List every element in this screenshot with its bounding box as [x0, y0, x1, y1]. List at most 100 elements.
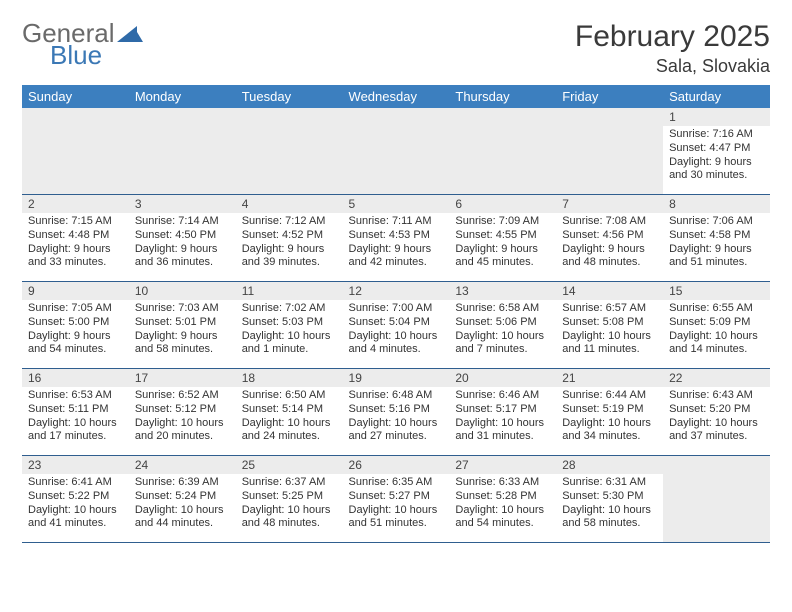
day-number: 14	[556, 282, 663, 300]
weekday-header: Thursday	[449, 85, 556, 108]
day-number: 20	[449, 369, 556, 387]
calendar-cell: 11Sunrise: 7:02 AMSunset: 5:03 PMDayligh…	[236, 282, 343, 369]
daylight-text: Daylight: 10 hours and 48 minutes.	[242, 504, 337, 532]
sunset-text: Sunset: 5:09 PM	[669, 316, 764, 330]
weekday-header: Tuesday	[236, 85, 343, 108]
day-details: Sunrise: 7:06 AMSunset: 4:58 PMDaylight:…	[663, 213, 770, 274]
calendar-cell	[129, 108, 236, 195]
calendar-cell: 27Sunrise: 6:33 AMSunset: 5:28 PMDayligh…	[449, 456, 556, 543]
day-number: 2	[22, 195, 129, 213]
daylight-text: Daylight: 10 hours and 51 minutes.	[349, 504, 444, 532]
sunset-text: Sunset: 5:25 PM	[242, 490, 337, 504]
title-block: February 2025 Sala, Slovakia	[575, 20, 770, 77]
sunset-text: Sunset: 4:47 PM	[669, 142, 764, 156]
day-number: 7	[556, 195, 663, 213]
day-number: 26	[343, 456, 450, 474]
day-details: Sunrise: 7:00 AMSunset: 5:04 PMDaylight:…	[343, 300, 450, 361]
calendar-cell	[22, 108, 129, 195]
weekday-header: Wednesday	[343, 85, 450, 108]
sunset-text: Sunset: 5:01 PM	[135, 316, 230, 330]
weekday-header: Monday	[129, 85, 236, 108]
sunrise-text: Sunrise: 7:02 AM	[242, 302, 337, 316]
weekday-header: Saturday	[663, 85, 770, 108]
sunrise-text: Sunrise: 6:52 AM	[135, 389, 230, 403]
sunrise-text: Sunrise: 6:58 AM	[455, 302, 550, 316]
calendar-cell: 17Sunrise: 6:52 AMSunset: 5:12 PMDayligh…	[129, 369, 236, 456]
calendar-cell: 20Sunrise: 6:46 AMSunset: 5:17 PMDayligh…	[449, 369, 556, 456]
day-number: 8	[663, 195, 770, 213]
sunset-text: Sunset: 5:24 PM	[135, 490, 230, 504]
day-number: 6	[449, 195, 556, 213]
calendar-cell: 22Sunrise: 6:43 AMSunset: 5:20 PMDayligh…	[663, 369, 770, 456]
sunrise-text: Sunrise: 6:44 AM	[562, 389, 657, 403]
calendar-cell: 12Sunrise: 7:00 AMSunset: 5:04 PMDayligh…	[343, 282, 450, 369]
sunrise-text: Sunrise: 7:12 AM	[242, 215, 337, 229]
day-details: Sunrise: 6:46 AMSunset: 5:17 PMDaylight:…	[449, 387, 556, 448]
calendar-row: 2Sunrise: 7:15 AMSunset: 4:48 PMDaylight…	[22, 195, 770, 282]
sunset-text: Sunset: 5:00 PM	[28, 316, 123, 330]
sunrise-text: Sunrise: 6:43 AM	[669, 389, 764, 403]
sunset-text: Sunset: 4:53 PM	[349, 229, 444, 243]
calendar-cell: 8Sunrise: 7:06 AMSunset: 4:58 PMDaylight…	[663, 195, 770, 282]
sunset-text: Sunset: 5:16 PM	[349, 403, 444, 417]
sunrise-text: Sunrise: 6:31 AM	[562, 476, 657, 490]
daylight-text: Daylight: 9 hours and 45 minutes.	[455, 243, 550, 271]
day-number: 3	[129, 195, 236, 213]
day-details: Sunrise: 6:33 AMSunset: 5:28 PMDaylight:…	[449, 474, 556, 535]
sunrise-text: Sunrise: 6:46 AM	[455, 389, 550, 403]
calendar-cell: 24Sunrise: 6:39 AMSunset: 5:24 PMDayligh…	[129, 456, 236, 543]
daylight-text: Daylight: 9 hours and 51 minutes.	[669, 243, 764, 271]
sunset-text: Sunset: 4:52 PM	[242, 229, 337, 243]
calendar-cell: 7Sunrise: 7:08 AMSunset: 4:56 PMDaylight…	[556, 195, 663, 282]
daylight-text: Daylight: 10 hours and 54 minutes.	[455, 504, 550, 532]
sunrise-text: Sunrise: 7:06 AM	[669, 215, 764, 229]
calendar-cell	[236, 108, 343, 195]
day-details: Sunrise: 7:02 AMSunset: 5:03 PMDaylight:…	[236, 300, 343, 361]
calendar-cell: 3Sunrise: 7:14 AMSunset: 4:50 PMDaylight…	[129, 195, 236, 282]
day-details: Sunrise: 6:53 AMSunset: 5:11 PMDaylight:…	[22, 387, 129, 448]
daylight-text: Daylight: 9 hours and 36 minutes.	[135, 243, 230, 271]
day-number: 5	[343, 195, 450, 213]
sunrise-text: Sunrise: 6:55 AM	[669, 302, 764, 316]
day-details: Sunrise: 7:16 AMSunset: 4:47 PMDaylight:…	[663, 126, 770, 187]
daylight-text: Daylight: 10 hours and 37 minutes.	[669, 417, 764, 445]
daylight-text: Daylight: 9 hours and 33 minutes.	[28, 243, 123, 271]
day-number: 28	[556, 456, 663, 474]
calendar-cell: 1Sunrise: 7:16 AMSunset: 4:47 PMDaylight…	[663, 108, 770, 195]
calendar-cell	[556, 108, 663, 195]
calendar-cell: 6Sunrise: 7:09 AMSunset: 4:55 PMDaylight…	[449, 195, 556, 282]
calendar-cell: 19Sunrise: 6:48 AMSunset: 5:16 PMDayligh…	[343, 369, 450, 456]
sunrise-text: Sunrise: 7:16 AM	[669, 128, 764, 142]
day-details: Sunrise: 6:50 AMSunset: 5:14 PMDaylight:…	[236, 387, 343, 448]
day-number	[236, 108, 343, 126]
sunset-text: Sunset: 5:08 PM	[562, 316, 657, 330]
day-number: 23	[22, 456, 129, 474]
day-details: Sunrise: 6:57 AMSunset: 5:08 PMDaylight:…	[556, 300, 663, 361]
day-number: 19	[343, 369, 450, 387]
calendar-cell: 21Sunrise: 6:44 AMSunset: 5:19 PMDayligh…	[556, 369, 663, 456]
day-number: 10	[129, 282, 236, 300]
brand-word2: Blue	[50, 42, 102, 68]
day-number: 4	[236, 195, 343, 213]
sunrise-text: Sunrise: 7:00 AM	[349, 302, 444, 316]
header: General Blue February 2025 Sala, Slovaki…	[22, 20, 770, 77]
weekday-header: Sunday	[22, 85, 129, 108]
daylight-text: Daylight: 10 hours and 11 minutes.	[562, 330, 657, 358]
day-number: 16	[22, 369, 129, 387]
sunrise-text: Sunrise: 7:15 AM	[28, 215, 123, 229]
day-number	[449, 108, 556, 126]
daylight-text: Daylight: 10 hours and 44 minutes.	[135, 504, 230, 532]
day-details: Sunrise: 6:31 AMSunset: 5:30 PMDaylight:…	[556, 474, 663, 535]
day-details: Sunrise: 6:39 AMSunset: 5:24 PMDaylight:…	[129, 474, 236, 535]
daylight-text: Daylight: 10 hours and 31 minutes.	[455, 417, 550, 445]
daylight-text: Daylight: 9 hours and 54 minutes.	[28, 330, 123, 358]
calendar-cell	[663, 456, 770, 543]
day-details: Sunrise: 7:12 AMSunset: 4:52 PMDaylight:…	[236, 213, 343, 274]
day-details: Sunrise: 7:11 AMSunset: 4:53 PMDaylight:…	[343, 213, 450, 274]
day-number: 17	[129, 369, 236, 387]
day-number: 9	[22, 282, 129, 300]
sunset-text: Sunset: 5:12 PM	[135, 403, 230, 417]
daylight-text: Daylight: 9 hours and 42 minutes.	[349, 243, 444, 271]
day-number: 15	[663, 282, 770, 300]
calendar-cell: 15Sunrise: 6:55 AMSunset: 5:09 PMDayligh…	[663, 282, 770, 369]
